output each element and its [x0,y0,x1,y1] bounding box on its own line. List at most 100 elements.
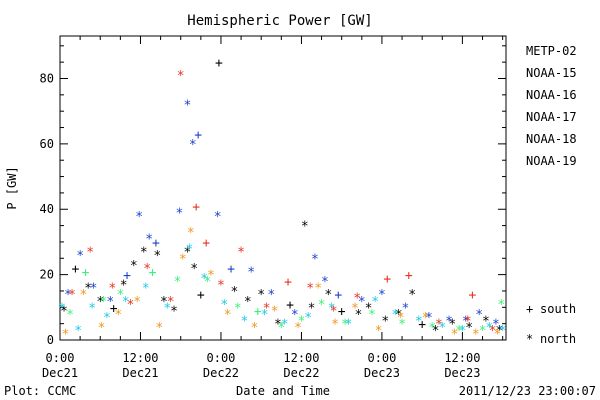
x-axis: 0:00Dec2112:00Dec210:00Dec2212:00Dec220:… [42,36,504,380]
x-tick-date-label: Dec22 [203,366,239,380]
plot-credit: Plot: CCMC [4,384,76,398]
data-point: * [135,210,143,225]
data-point: * [351,301,359,316]
legend-entry: NOAA-19 [526,154,577,168]
x-tick-time-label: 12:00 [283,351,319,365]
data-point: * [251,321,259,336]
data-point: * [103,311,111,326]
data-point: * [143,262,151,277]
data-point: * [60,305,68,320]
data-point: * [207,269,215,284]
data-point: + [110,301,118,316]
data-point: * [381,314,389,329]
data-point: * [422,311,430,326]
data-point: * [308,301,316,316]
data-point: + [202,236,210,251]
data-point: * [127,298,135,313]
data-point: * [64,288,72,303]
data-point: * [114,308,122,323]
data-point: * [435,318,443,333]
data-point: * [401,301,409,316]
data-point: + [215,56,223,71]
data-point: * [257,288,265,303]
data-point: + [194,128,202,143]
data-point: * [294,321,302,336]
data-point: * [160,295,168,310]
data-point: * [318,298,326,313]
data-point: * [499,324,507,339]
data-point: * [184,99,192,114]
data-point: * [76,249,84,264]
data-point: * [80,288,88,303]
data-point: + [149,265,157,280]
legend-entry: METP-02 [526,44,577,58]
data-point: * [90,282,98,297]
data-point: * [217,278,225,293]
data-point: * [472,327,480,342]
data-point: * [224,308,232,323]
data-point: * [170,305,178,320]
chart-title: Hemispheric Power [GW] [187,13,372,29]
plot-frame [59,35,507,341]
data-point: * [492,318,500,333]
data-point: * [130,259,138,274]
data-point: * [391,308,399,323]
data-point: * [61,327,69,342]
data-point: * [140,246,148,261]
data-point: * [301,220,309,235]
north-symbol: * [526,332,533,346]
data-point: * [324,288,332,303]
data-point: * [153,249,161,264]
data-point: * [375,324,383,339]
data-point: * [465,321,473,336]
plot-timestamp: 2011/12/23 23:00:07 [459,384,596,398]
data-point: + [383,272,391,287]
data-point: * [428,321,436,336]
data-point: * [271,305,279,320]
data-point: + [152,236,160,251]
data-point: * [204,275,212,290]
data-point: * [455,324,463,339]
hemisphere-legend: + south * north [526,302,576,346]
data-point: * [479,324,487,339]
data-point: * [475,308,483,323]
data-point: * [355,308,363,323]
data-point: * [438,321,446,336]
data-point: * [116,288,124,303]
data-point: * [331,318,339,333]
data-point: * [187,226,195,241]
legend-entry: NOAA-18 [526,132,577,146]
data-point: + [338,305,346,320]
data-point: * [173,275,181,290]
data-point: * [189,138,197,153]
x-tick-date-label: Dec23 [444,366,480,380]
data-point: + [82,265,90,280]
data-point: * [108,282,116,297]
data-point: * [58,301,66,316]
data-point: * [230,285,238,300]
data-point: * [482,314,490,329]
data-point: * [145,233,153,248]
data-point: * [163,301,171,316]
x-tick-time-label: 0:00 [207,351,236,365]
y-tick-label: 40 [40,202,54,216]
data-point: * [344,318,352,333]
south-label: south [540,302,576,316]
data-point: * [353,292,361,307]
data-point: * [267,288,275,303]
data-point: * [458,324,466,339]
data-point: * [100,295,108,310]
data-point: * [88,301,96,316]
x-tick-time-label: 0:00 [367,351,396,365]
data-point: * [84,282,92,297]
data-point: * [247,265,255,280]
data-point: * [321,275,329,290]
data-point: + [123,269,131,284]
data-point: * [425,311,433,326]
data-point: * [179,252,187,267]
data-point: * [330,305,338,320]
data-point: * [448,318,456,333]
x-tick-time-label: 12:00 [444,351,480,365]
data-markers: *+** +*** *****++** **+***+ * ** **+ * * * ******+… [58,56,506,342]
data-point: * [214,210,222,225]
